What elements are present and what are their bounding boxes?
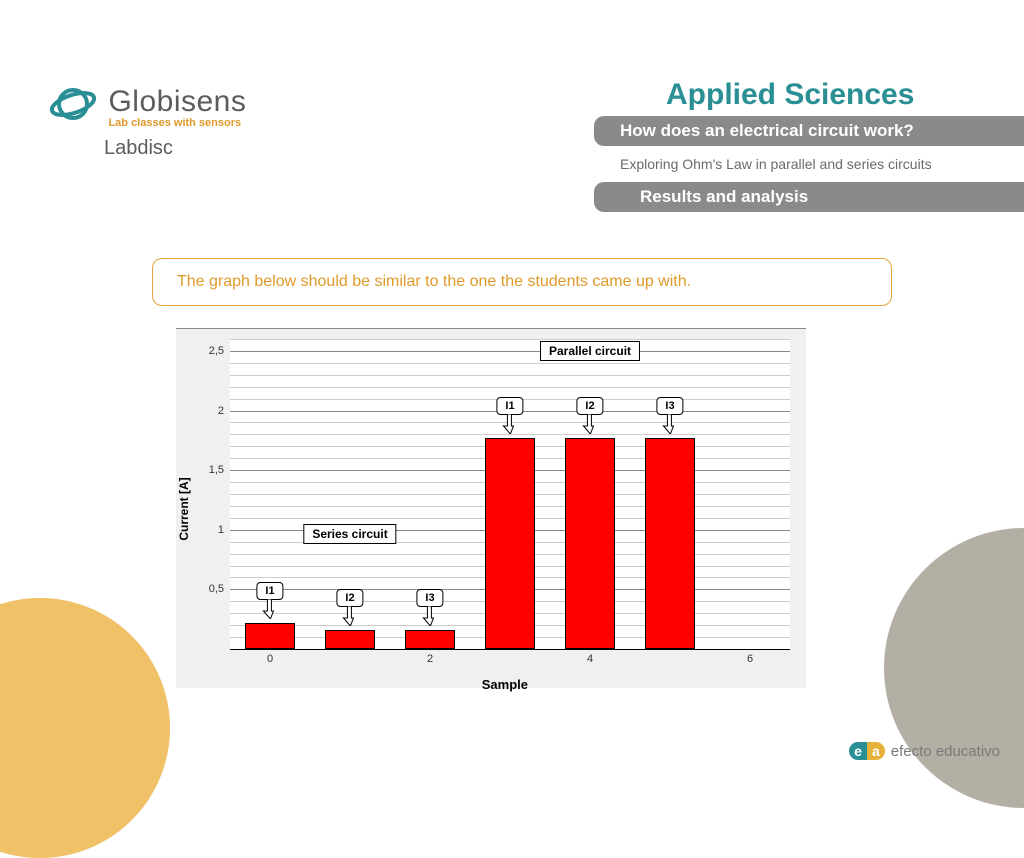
chart-y-tick: 1 bbox=[218, 524, 230, 536]
header-bar-section: Results and analysis bbox=[594, 182, 1024, 212]
chart-y-tick: 0,5 bbox=[209, 583, 230, 595]
header-block: Applied Sciences How does an electrical … bbox=[594, 78, 1024, 212]
chart-gridline bbox=[230, 375, 790, 376]
chart-bar bbox=[565, 438, 615, 649]
header-subline: Exploring Ohm's Law in parallel and seri… bbox=[594, 146, 1024, 182]
chart-gridline bbox=[230, 363, 790, 364]
chart-bar-callout: I3 bbox=[416, 589, 443, 626]
chart-y-tick: 2,5 bbox=[209, 345, 230, 357]
logo-main-text: Globisens bbox=[108, 85, 246, 119]
logo-sub-text: Lab classes with sensors bbox=[108, 117, 246, 129]
chart-x-label: Sample bbox=[482, 677, 528, 692]
chart-x-tick: 0 bbox=[267, 653, 273, 665]
decor-circle-grey bbox=[884, 528, 1024, 808]
chart-y-label: Current [A] bbox=[177, 477, 191, 540]
chart-gridline bbox=[230, 339, 790, 340]
ea-badge-a: a bbox=[867, 742, 885, 760]
chart-bar-callout: I2 bbox=[336, 589, 363, 626]
chart-plot-area: 0,511,522,5I1I2I3I1I2I3Series circuitPar… bbox=[230, 339, 790, 649]
footer-text: efecto educativo bbox=[891, 743, 1000, 760]
chart-bar bbox=[405, 630, 455, 649]
chart-gridline bbox=[230, 351, 790, 352]
header-bar-question: How does an electrical circuit work? bbox=[594, 116, 1024, 146]
chart-bar bbox=[645, 438, 695, 649]
chart-y-tick: 2 bbox=[218, 405, 230, 417]
chart-y-tick: 1,5 bbox=[209, 464, 230, 476]
chart-gridline bbox=[230, 434, 790, 435]
instruction-note: The graph below should be similar to the… bbox=[152, 258, 892, 306]
decor-circle-yellow bbox=[0, 598, 170, 858]
ea-badge-e: e bbox=[849, 742, 867, 760]
brand-logo: Globisens Lab classes with sensors Labdi… bbox=[48, 82, 246, 160]
chart-bar bbox=[485, 438, 535, 649]
chart-gridline bbox=[230, 387, 790, 388]
chart-bar-callout: I2 bbox=[576, 397, 603, 434]
logo-labdisc-text: Labdisc bbox=[104, 137, 246, 160]
chart-bar-callout: I1 bbox=[256, 582, 283, 619]
chart-x-tick: 2 bbox=[427, 653, 433, 665]
chart-bar bbox=[245, 623, 295, 649]
ea-badge-icon: e a bbox=[849, 742, 885, 760]
chart-bar-callout: I1 bbox=[496, 397, 523, 434]
current-chart: Current [A] 0,5 1 1,5 2 2,5 I1 I2 I3 I1 I2 I3 Serie… bbox=[176, 328, 806, 688]
globe-icon bbox=[48, 82, 98, 131]
header-title: Applied Sciences bbox=[594, 78, 1024, 112]
chart-group-label: Series circuit bbox=[303, 524, 396, 544]
chart-bar-callout: I3 bbox=[656, 397, 683, 434]
chart-x-tick: 4 bbox=[587, 653, 593, 665]
footer-brand: e a efecto educativo bbox=[849, 742, 1000, 760]
chart-bar bbox=[325, 630, 375, 649]
chart-group-label: Parallel circuit bbox=[540, 341, 640, 361]
chart-x-tick: 6 bbox=[747, 653, 753, 665]
